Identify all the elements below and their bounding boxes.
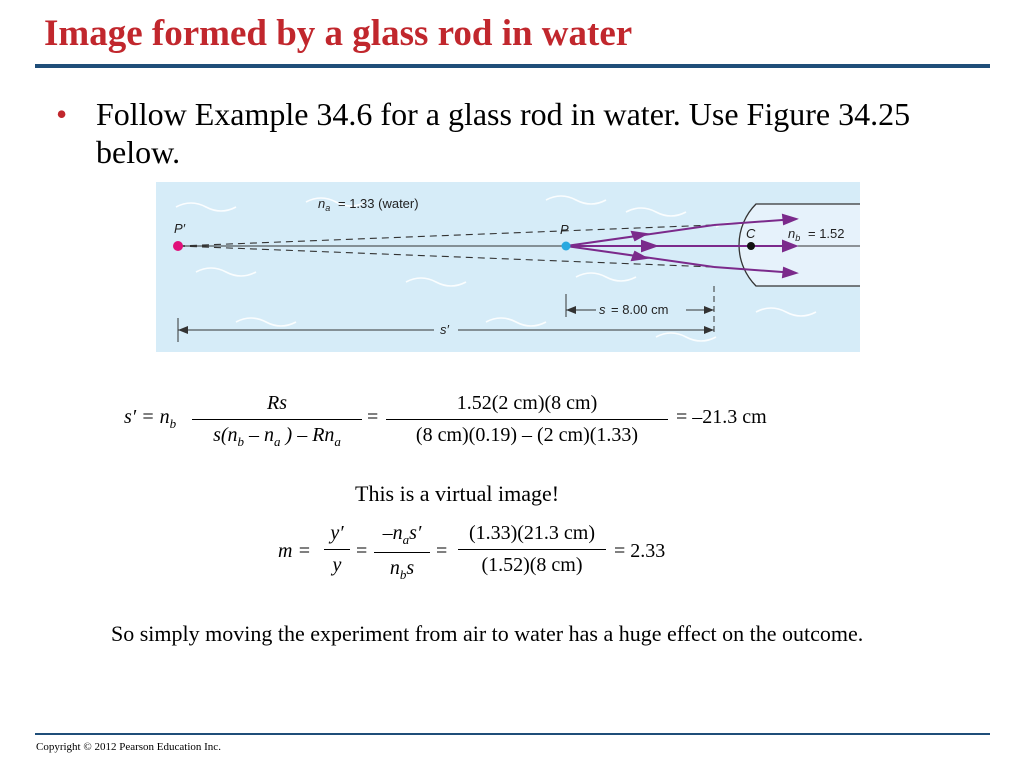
dashed-ray-lower	[177, 245, 715, 268]
magnification-equation: m = y′ y = –nas′ nbs = (1.33)(21.3 cm) (…	[278, 522, 666, 583]
eq2-frac3-num: (1.33)(21.3 cm)	[468, 522, 596, 544]
eq2-frac1-num: y′	[330, 522, 344, 544]
closing-text: So simply moving the experiment from air…	[111, 621, 864, 646]
image-distance-equation: s′ = nb Rs s(nb – na ) – Rna = 1.52(2 cm…	[124, 392, 767, 450]
eq2-result: = 2.33	[614, 540, 666, 562]
p-prime-label: P′	[174, 221, 186, 236]
eq2-frac3-den: (1.52)(8 cm)	[481, 554, 583, 577]
s-prime-label: s′	[440, 322, 450, 337]
eq1-frac1-num: Rs	[267, 392, 287, 414]
refraction-figure: na = 1.33 (water) P′ P C nb = 1.52 s = 8…	[156, 182, 860, 352]
point-p	[561, 241, 571, 251]
eq1-fraction-numeric: 1.52(2 cm)(8 cm) (8 cm)(0.19) – (2 cm)(1…	[386, 392, 668, 447]
eq1-fraction-symbolic: Rs s(nb – na ) – Rna	[192, 392, 362, 450]
slide-title: Image formed by a glass rod in water	[44, 13, 633, 54]
eq1-frac2-den: (8 cm)(0.19) – (2 cm)(1.33)	[415, 424, 639, 447]
na-label: = 1.33 (water)	[338, 196, 419, 211]
eq2-fraction-n: –nas′ nbs	[374, 522, 430, 583]
eq2-fraction-numeric: (1.33)(21.3 cm) (1.52)(8 cm)	[458, 522, 606, 577]
c-label: C	[746, 226, 756, 241]
s-value: = 8.00 cm	[611, 302, 668, 317]
footer-divider	[35, 733, 990, 735]
eq2-fraction-y: y′ y	[324, 522, 350, 577]
eq1-frac1-den: s(nb – na ) – Rna	[213, 424, 341, 450]
water-waves	[175, 195, 817, 342]
eq2-frac1-den: y	[332, 554, 342, 577]
eq1-frac2-num: 1.52(2 cm)(8 cm)	[456, 392, 598, 414]
rays	[565, 213, 799, 279]
title-divider	[35, 64, 990, 68]
s-label: s	[599, 302, 606, 317]
copyright-text: Copyright © 2012 Pearson Education Inc.	[36, 741, 221, 753]
point-p-prime	[173, 241, 183, 251]
nb-label: = 1.52	[808, 226, 845, 241]
bullet-text: Follow Example 34.6 for a glass rod in w…	[96, 96, 911, 170]
virtual-image-note: This is a virtual image!	[355, 481, 560, 506]
p-label: P	[560, 222, 569, 237]
eq1-result: = –21.3 cm	[676, 406, 767, 428]
point-c	[747, 242, 755, 250]
bullet-icon: •	[56, 96, 68, 132]
eq2-lhs: m =	[278, 540, 311, 562]
dashed-ray-upper	[177, 224, 715, 247]
eq1-lhs: s′ = nb	[124, 406, 177, 431]
